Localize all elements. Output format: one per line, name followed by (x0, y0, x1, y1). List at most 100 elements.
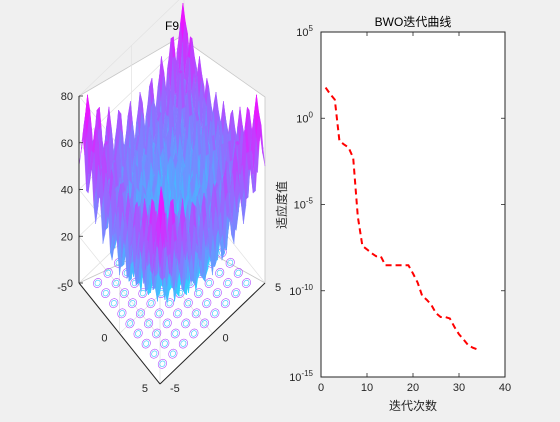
contour-ring (212, 288, 222, 299)
contour-ring (181, 318, 191, 329)
plot-area (321, 32, 505, 377)
plot3d-title: F9 (165, 19, 179, 33)
contour-ring (233, 289, 239, 297)
x-tick-label: 5 (275, 282, 281, 294)
contour-ring (93, 278, 103, 288)
contour-ring (141, 338, 151, 349)
contour-ring (110, 299, 117, 307)
contour-ring (174, 310, 181, 317)
contour-ring (166, 299, 173, 307)
contour-ring (235, 269, 242, 277)
z-tick-label: 40 (61, 185, 73, 197)
contour-ring (201, 320, 208, 327)
contour-ring (191, 308, 201, 319)
plot2d-title: BWO迭代曲线 (375, 15, 452, 29)
contour-ring (153, 330, 160, 337)
contour-ring (143, 340, 150, 347)
contour-ring (193, 310, 200, 317)
contour-ring (212, 310, 218, 317)
contour-ring (156, 310, 162, 317)
contour-ring (101, 288, 111, 299)
contour-ring (180, 340, 187, 347)
contour-ring (210, 308, 220, 319)
contour-ring (127, 320, 133, 327)
contour-ring (105, 269, 111, 277)
x-tick-label: 40 (499, 382, 511, 394)
contour-ring (225, 257, 235, 268)
contour-ring (165, 298, 175, 309)
contour-ring (151, 350, 158, 357)
contour-ring (231, 288, 241, 299)
contour-ring (149, 348, 159, 359)
x-tick-label: 20 (407, 382, 419, 394)
contour-ring (133, 328, 143, 339)
contour-ring (129, 299, 136, 307)
plot2d-xlabel: 迭代次数 (389, 398, 437, 413)
contour-ring (194, 288, 204, 299)
contour-ring (170, 350, 176, 357)
contour-ring (148, 299, 154, 307)
convergence-curve (324, 87, 478, 351)
contour-ring (102, 289, 109, 297)
contour-ring (159, 360, 166, 368)
contour-ring (227, 259, 234, 267)
y-tick-label: 100 (296, 110, 313, 125)
contour-ring (222, 299, 229, 307)
z-tick-label: 0 (67, 278, 73, 290)
y-axis-line (78, 282, 161, 385)
contour-ring (152, 328, 162, 339)
contour-ring (157, 358, 167, 369)
z-tick-label: 80 (61, 91, 73, 103)
contour-ring (137, 310, 144, 317)
y-tick-label: 0 (101, 333, 107, 345)
contour-ring (113, 279, 120, 287)
contour-ring (144, 318, 154, 329)
x-tick-label: 0 (223, 333, 229, 345)
surface-facet (158, 232, 163, 268)
contour-ring (182, 320, 189, 327)
contour-ring (214, 289, 221, 297)
x-tick-label: 10 (361, 382, 373, 394)
contour-ring (111, 278, 121, 288)
contour-ring (135, 330, 141, 337)
contour-ring (189, 328, 199, 339)
xy-ticks: -5 0 5 -5 0 5 (57, 282, 281, 395)
contour-ring (224, 279, 231, 287)
z-ticks: 0 20 40 60 80 (61, 91, 83, 290)
convergence-plot: 0 10 20 30 40 105 100 10-5 10-10 10-15 BWO迭代曲线 迭代… (274, 15, 511, 413)
contour-ring (162, 318, 172, 329)
contour-ring (145, 320, 152, 327)
contour-ring (199, 318, 209, 329)
contour-ring (191, 330, 197, 337)
contour-ring (220, 298, 230, 309)
y-tick-label: 105 (296, 24, 313, 39)
contour-ring (138, 288, 148, 299)
contour-ring (195, 289, 202, 297)
contour-ring (206, 279, 213, 287)
contour-ring (160, 338, 170, 349)
ticks-2d: 0 10 20 30 40 105 100 10-5 10-10 10-15 (289, 24, 511, 394)
contour-ring (172, 330, 179, 337)
contour-ring (203, 299, 210, 307)
contour-ring (117, 308, 127, 319)
contour-ring (94, 279, 101, 287)
contour-ring (223, 278, 233, 288)
contour-ring (164, 320, 171, 327)
contour-ring (173, 308, 183, 319)
y-tick-label: -5 (57, 282, 67, 294)
contour-ring (125, 318, 135, 329)
contour-ring (183, 298, 193, 309)
x-axis-line (159, 282, 266, 385)
contour-ring (241, 278, 251, 288)
contour-ring (170, 328, 180, 339)
contour-ring (127, 298, 137, 309)
contour-ring (119, 288, 129, 299)
contour-ring (130, 278, 140, 288)
contour-ring (168, 348, 178, 359)
contour-ring (202, 298, 212, 309)
contour-ring (140, 289, 146, 297)
contour-ring (119, 310, 125, 317)
contour-ring (233, 267, 243, 278)
contour-ring (215, 267, 225, 278)
